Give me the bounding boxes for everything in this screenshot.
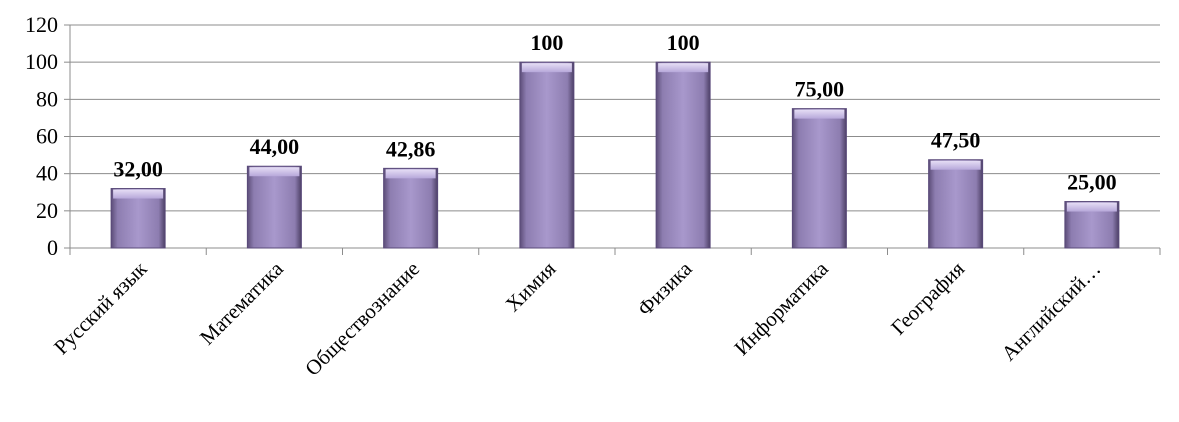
bar-highlight: [930, 160, 981, 170]
bar: [383, 167, 439, 249]
bar: [110, 188, 166, 249]
bar-body: [928, 159, 984, 249]
data-label: 44,00: [250, 134, 300, 159]
y-tick-label: 40: [36, 161, 58, 186]
bar-body: [519, 61, 575, 249]
bar-body: [246, 165, 302, 249]
bar-highlight: [794, 109, 845, 119]
y-tick-label: 120: [25, 12, 58, 37]
bar-body: [383, 167, 439, 249]
data-label: 75,00: [795, 77, 845, 102]
bar-body: [791, 108, 847, 249]
bar: [655, 61, 711, 249]
data-label: 100: [667, 30, 700, 55]
bar-highlight: [249, 167, 300, 177]
bar: [519, 61, 575, 249]
y-tick-label: 60: [36, 124, 58, 149]
bar: [246, 165, 302, 249]
bar-highlight: [1066, 202, 1117, 212]
bars: [110, 61, 1120, 249]
bar-highlight: [521, 63, 572, 73]
y-tick-label: 0: [47, 235, 58, 260]
y-tick-label: 80: [36, 86, 58, 111]
bar: [791, 108, 847, 249]
y-tick-label: 20: [36, 198, 58, 223]
category-label: География: [886, 256, 969, 339]
category-label: Математика: [195, 256, 288, 349]
category-label: Химия: [501, 256, 561, 316]
data-label: 42,86: [386, 136, 436, 161]
axes: [64, 24, 1161, 255]
gridlines: [70, 24, 1160, 212]
data-label: 25,00: [1067, 170, 1117, 195]
data-label: 32,00: [113, 157, 163, 182]
bar: [1064, 201, 1120, 249]
y-tick-label: 100: [25, 49, 58, 74]
category-label: Физика: [633, 256, 698, 321]
bar-body: [655, 61, 711, 249]
data-label: 100: [530, 30, 563, 55]
category-label: Русский язык: [49, 256, 152, 359]
bar-highlight: [385, 169, 436, 179]
category-label: Английский…: [997, 257, 1106, 366]
category-label: Информатика: [729, 256, 833, 360]
bar: [928, 159, 984, 249]
bar-highlight: [113, 189, 164, 199]
data-label: 47,50: [931, 128, 981, 153]
category-label: Обществознание: [300, 257, 424, 381]
bar-highlight: [658, 63, 709, 73]
